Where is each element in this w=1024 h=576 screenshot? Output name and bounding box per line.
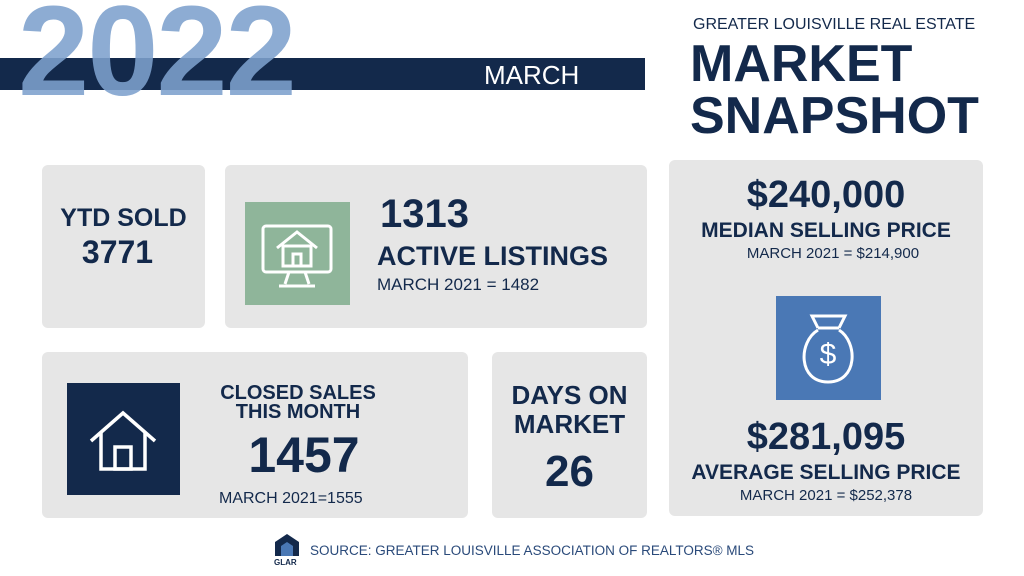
average-label: AVERAGE SELLING PRICE xyxy=(691,461,961,484)
closed-label: THIS MONTH xyxy=(235,401,361,423)
closed-label: CLOSED SALES xyxy=(220,382,376,404)
ytd-card xyxy=(42,165,205,328)
median-compare: MARCH 2021 = $214,900 xyxy=(746,245,920,262)
days-label: MARKET xyxy=(513,409,626,439)
year: 2022 xyxy=(18,0,297,123)
active-compare: MARCH 2021 = 1482 xyxy=(377,275,540,294)
days-card xyxy=(492,352,647,518)
active-label: ACTIVE LISTINGS xyxy=(377,241,609,271)
average-compare: MARCH 2021 = $252,378 xyxy=(739,487,913,504)
listing-icon xyxy=(245,202,350,305)
ytd-value: 3771 xyxy=(81,234,154,270)
title: SNAPSHOT xyxy=(690,87,979,145)
closed-value: 1457 xyxy=(248,427,360,483)
ytd-label: YTD SOLD xyxy=(60,204,187,232)
days-label: DAYS ON xyxy=(511,380,628,410)
days-value: 26 xyxy=(545,447,594,496)
svg-text:$: $ xyxy=(820,338,837,371)
month: MARCH xyxy=(484,60,580,90)
active-value: 1313 xyxy=(380,192,469,236)
logo-text: GLAR xyxy=(274,558,297,567)
median-value: $240,000 xyxy=(746,174,906,216)
kicker: GREATER LOUISVILLE REAL ESTATE xyxy=(693,16,976,33)
logo-icon xyxy=(275,534,299,556)
median-label: MEDIAN SELLING PRICE xyxy=(701,219,951,242)
average-value: $281,095 xyxy=(746,416,906,458)
title: MARKET xyxy=(690,35,913,93)
closed-compare: MARCH 2021=1555 xyxy=(219,490,363,507)
home-icon xyxy=(67,383,180,495)
month-bar xyxy=(0,58,645,90)
money-icon: $ xyxy=(776,296,881,400)
source: SOURCE: GREATER LOUISVILLE ASSOCIATION O… xyxy=(310,543,755,558)
